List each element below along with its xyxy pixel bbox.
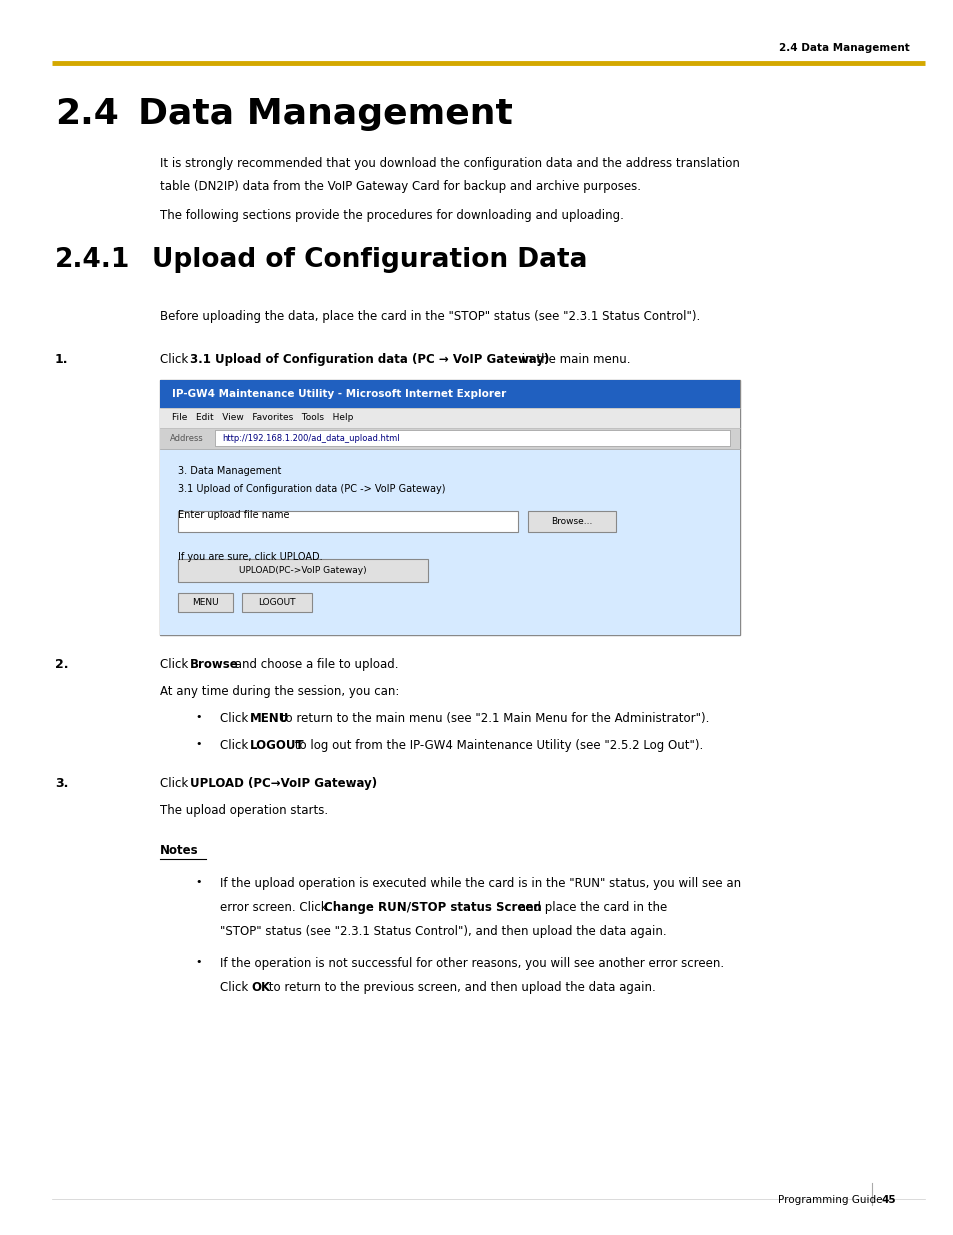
Text: If you are sure, click UPLOAD.: If you are sure, click UPLOAD.: [178, 552, 322, 562]
Text: 45: 45: [882, 1195, 896, 1205]
Text: Browse...: Browse...: [551, 517, 592, 526]
Text: Data Management: Data Management: [138, 98, 513, 131]
Text: and place the card in the: and place the card in the: [515, 902, 667, 914]
Text: LOGOUT: LOGOUT: [258, 598, 295, 606]
Text: IP-GW4 Maintenance Utility - Microsoft Internet Explorer: IP-GW4 Maintenance Utility - Microsoft I…: [172, 389, 506, 399]
Text: Click: Click: [220, 713, 252, 725]
Bar: [527, 511, 616, 532]
Text: Upload of Configuration Data: Upload of Configuration Data: [152, 247, 587, 273]
Text: 2.4 Data Management: 2.4 Data Management: [779, 43, 909, 53]
Bar: [214, 431, 729, 447]
Bar: [242, 593, 312, 613]
Text: Browse: Browse: [190, 658, 238, 671]
Text: Notes: Notes: [160, 844, 198, 857]
Bar: [160, 380, 740, 635]
Text: .: .: [348, 777, 352, 790]
Bar: [160, 450, 740, 635]
Text: The upload operation starts.: The upload operation starts.: [160, 804, 328, 818]
Text: 1.: 1.: [55, 353, 69, 366]
Bar: [178, 511, 517, 532]
Text: Click: Click: [220, 739, 252, 752]
Text: 2.4: 2.4: [55, 98, 119, 131]
Text: to log out from the IP-GW4 Maintenance Utility (see "2.5.2 Log Out").: to log out from the IP-GW4 Maintenance U…: [291, 739, 702, 752]
Bar: [160, 380, 740, 408]
Text: It is strongly recommended that you download the configuration data and the addr: It is strongly recommended that you down…: [160, 157, 740, 170]
Text: to return to the main menu (see "2.1 Main Menu for the Administrator").: to return to the main menu (see "2.1 Mai…: [277, 713, 709, 725]
Text: Click: Click: [160, 353, 192, 366]
Text: 3.: 3.: [55, 777, 69, 790]
Bar: [178, 559, 428, 582]
Text: in the main menu.: in the main menu.: [517, 353, 629, 366]
Text: "STOP" status (see "2.3.1 Status Control"), and then upload the data again.: "STOP" status (see "2.3.1 Status Control…: [220, 925, 666, 939]
Text: 2.: 2.: [55, 658, 69, 671]
Text: Change RUN/STOP status Screen: Change RUN/STOP status Screen: [324, 902, 541, 914]
Text: File   Edit   View   Favorites   Tools   Help: File Edit View Favorites Tools Help: [172, 414, 353, 422]
Text: At any time during the session, you can:: At any time during the session, you can:: [160, 685, 399, 698]
Text: MENU: MENU: [192, 598, 218, 606]
Text: Address: Address: [170, 433, 204, 443]
Text: Click: Click: [220, 981, 252, 994]
Text: The following sections provide the procedures for downloading and uploading.: The following sections provide the proce…: [160, 209, 623, 222]
Text: UPLOAD(PC->VoIP Gateway): UPLOAD(PC->VoIP Gateway): [239, 566, 366, 576]
Text: 2.4.1: 2.4.1: [55, 247, 131, 273]
Text: 3. Data Management: 3. Data Management: [178, 466, 281, 475]
Bar: [178, 593, 233, 613]
Text: 3.1 Upload of Configuration data (PC → VoIP Gateway): 3.1 Upload of Configuration data (PC → V…: [190, 353, 549, 366]
Text: to return to the previous screen, and then upload the data again.: to return to the previous screen, and th…: [265, 981, 655, 994]
Text: If the upload operation is executed while the card is in the "RUN" status, you w: If the upload operation is executed whil…: [220, 877, 740, 890]
Text: Click: Click: [160, 777, 192, 790]
Text: LOGOUT: LOGOUT: [250, 739, 304, 752]
Bar: [160, 408, 740, 429]
Text: http://192.168.1.200/ad_data_upload.html: http://192.168.1.200/ad_data_upload.html: [222, 433, 399, 443]
Text: 3.1 Upload of Configuration data (PC -> VoIP Gateway): 3.1 Upload of Configuration data (PC -> …: [178, 484, 445, 494]
Text: error screen. Click: error screen. Click: [220, 902, 331, 914]
Text: •: •: [194, 957, 201, 967]
Text: •: •: [194, 739, 201, 748]
Text: UPLOAD (PC→VoIP Gateway): UPLOAD (PC→VoIP Gateway): [190, 777, 376, 790]
Text: OK: OK: [251, 981, 270, 994]
Bar: [160, 429, 740, 450]
Text: table (DN2IP) data from the VoIP Gateway Card for backup and archive purposes.: table (DN2IP) data from the VoIP Gateway…: [160, 180, 640, 193]
Text: Enter upload file name: Enter upload file name: [178, 510, 289, 520]
Text: If the operation is not successful for other reasons, you will see another error: If the operation is not successful for o…: [220, 957, 723, 969]
Text: MENU: MENU: [250, 713, 289, 725]
Text: •: •: [194, 877, 201, 887]
Text: •: •: [194, 713, 201, 722]
Text: Programming Guide: Programming Guide: [778, 1195, 882, 1205]
Text: and choose a file to upload.: and choose a file to upload.: [231, 658, 398, 671]
Text: Before uploading the data, place the card in the "STOP" status (see "2.3.1 Statu: Before uploading the data, place the car…: [160, 310, 700, 324]
Text: Click: Click: [160, 658, 192, 671]
